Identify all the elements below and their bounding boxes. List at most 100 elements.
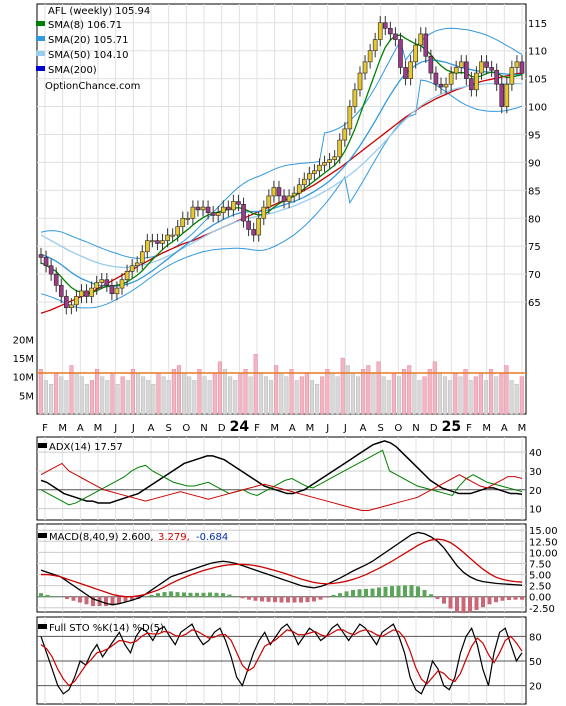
candle-body bbox=[210, 212, 216, 216]
candle-body bbox=[139, 251, 145, 264]
macd-histogram-bar bbox=[104, 596, 108, 607]
volume-bar bbox=[197, 369, 202, 415]
candle-body bbox=[53, 273, 59, 286]
candle-body bbox=[484, 61, 489, 68]
volume-bar bbox=[489, 369, 494, 415]
x-tick-label: A bbox=[360, 423, 367, 434]
volume-bar bbox=[238, 372, 243, 415]
stoch-tick-label: 50 bbox=[529, 657, 542, 668]
stoch-tick-label: 20 bbox=[529, 682, 542, 693]
macd-panel-frame bbox=[36, 523, 527, 613]
volume-bar bbox=[84, 383, 89, 415]
candle-body bbox=[347, 106, 353, 130]
candle-body bbox=[418, 33, 424, 46]
candle-body bbox=[104, 279, 110, 286]
volume-bar bbox=[340, 357, 345, 415]
volume-bar bbox=[243, 369, 248, 415]
candle-body bbox=[64, 296, 69, 308]
candle-body bbox=[413, 44, 418, 63]
candle-body bbox=[301, 178, 307, 186]
volume-bar bbox=[115, 383, 120, 415]
volume-bar bbox=[228, 376, 233, 415]
candle-body bbox=[84, 290, 89, 297]
volume-bar bbox=[274, 365, 279, 415]
macd-swatch bbox=[38, 533, 47, 538]
x-tick-label: M bbox=[518, 423, 527, 434]
macd-histogram-bar bbox=[318, 596, 323, 600]
macd-histogram-bar bbox=[461, 596, 466, 614]
volume-bar bbox=[417, 380, 422, 415]
x-tick-label: D bbox=[218, 423, 226, 434]
macd-histogram-bar bbox=[370, 588, 375, 598]
candle-body bbox=[220, 206, 226, 213]
volume-bar bbox=[279, 372, 284, 415]
volume-bar bbox=[54, 372, 59, 415]
x-tick-label: D bbox=[430, 423, 438, 434]
volume-bar bbox=[258, 372, 263, 415]
candle-body bbox=[469, 78, 474, 91]
adx-panel-frame bbox=[36, 436, 527, 521]
volume-bar bbox=[478, 372, 483, 415]
macd-histogram-bar bbox=[91, 596, 95, 607]
candle-body bbox=[357, 72, 363, 91]
candle-body bbox=[479, 61, 484, 74]
volume-bar bbox=[473, 376, 478, 415]
volume-bar bbox=[468, 380, 473, 415]
volume-bar bbox=[504, 365, 509, 415]
candle-body bbox=[433, 72, 439, 85]
candle-body bbox=[312, 170, 317, 174]
stoch-tick-label: 80 bbox=[529, 632, 542, 643]
legend-title: AFL (weekly) 105.94 bbox=[48, 6, 150, 17]
macd-histogram-bar bbox=[481, 596, 485, 608]
macd-histogram-bar bbox=[45, 594, 50, 598]
adx-label: ADX(14) 17.57 bbox=[49, 442, 123, 453]
candle-body bbox=[342, 128, 348, 141]
macd-histogram-bar bbox=[474, 596, 479, 610]
macd-histogram-bar bbox=[312, 596, 316, 602]
x-tick-label: M bbox=[94, 423, 103, 434]
candle-body bbox=[352, 89, 358, 107]
adx-series-line bbox=[40, 449, 523, 506]
candle-body bbox=[170, 234, 175, 237]
candle-body bbox=[69, 304, 74, 308]
volume-bar bbox=[412, 372, 417, 415]
legend-sma50: SMA(50) 104.10 bbox=[48, 50, 129, 61]
macd-histogram-bar bbox=[169, 591, 173, 598]
x-tick-label: J bbox=[343, 423, 347, 434]
x-tick-label: O bbox=[182, 423, 190, 434]
macd-tick-label: -2.50 bbox=[529, 604, 555, 615]
macd-histogram-bar bbox=[208, 592, 212, 598]
legend-sma8: SMA(8) 106.71 bbox=[48, 20, 122, 31]
volume-bar bbox=[315, 383, 320, 415]
y-tick-label: 115 bbox=[528, 19, 547, 30]
candle-body bbox=[362, 61, 368, 74]
volume-bar bbox=[207, 380, 212, 415]
adx-tick-label: 40 bbox=[529, 448, 542, 459]
volume-bar bbox=[356, 376, 361, 415]
candle-body bbox=[165, 234, 170, 241]
x-tick-label: J bbox=[113, 423, 117, 434]
candle-body bbox=[180, 217, 186, 227]
volume-bar bbox=[514, 383, 519, 415]
x-tick-label: S bbox=[377, 423, 383, 434]
volume-tick-label: 5M bbox=[19, 391, 34, 402]
volume-bar bbox=[130, 369, 135, 415]
macd-label: MACD(8,40,9) 2.600, bbox=[49, 532, 154, 543]
volume-bar bbox=[171, 369, 176, 415]
candle-body bbox=[43, 257, 49, 267]
price-lines bbox=[40, 27, 523, 314]
candle-body bbox=[226, 206, 231, 211]
candle-body bbox=[291, 192, 297, 197]
macd-histogram-bar bbox=[234, 595, 238, 598]
macd-histogram-bar bbox=[455, 596, 459, 613]
macd-histogram-bar bbox=[156, 593, 160, 598]
grid-lines bbox=[37, 4, 526, 704]
volume-bar bbox=[437, 372, 442, 415]
candle-body bbox=[251, 229, 256, 236]
macd-histogram-bar bbox=[390, 586, 394, 598]
candle-body bbox=[79, 290, 84, 297]
candle-body bbox=[398, 39, 403, 68]
candle-body bbox=[58, 285, 64, 297]
candle-body bbox=[337, 139, 343, 158]
macd-histogram-bar bbox=[201, 592, 206, 598]
